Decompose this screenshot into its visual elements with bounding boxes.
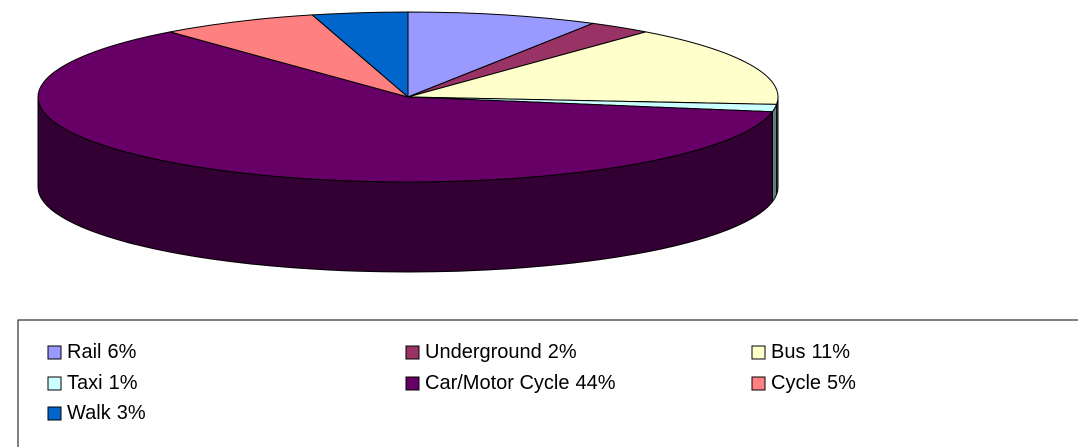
pie-slice — [407, 11, 595, 98]
pie-slice — [407, 31, 779, 105]
legend-value: 44% — [575, 372, 615, 394]
legend-label: Rail 6% — [67, 341, 137, 363]
pie-slice — [170, 14, 409, 98]
legend-label: Car/Motor Cycle 44% — [425, 372, 616, 394]
legend-value: 3% — [117, 402, 146, 424]
legend-swatch — [47, 406, 62, 421]
legend-swatch — [751, 376, 766, 391]
legend: Rail 6% Underground 2% Bus 11% Taxi 1% Car/Motor… — [47, 341, 856, 424]
legend-name: Walk — [67, 402, 112, 424]
legend-value: 6% — [107, 341, 136, 363]
legend-name: Cycle — [771, 372, 821, 394]
legend-swatch — [47, 376, 62, 391]
legend-swatch — [751, 345, 766, 360]
legend-swatch — [405, 345, 420, 360]
legend-name: Rail — [67, 341, 101, 363]
legend-name: Underground — [425, 341, 542, 363]
legend-name: Car/Motor Cycle — [425, 372, 569, 394]
legend-name: Taxi — [67, 372, 103, 394]
pie-side — [771, 104, 778, 204]
pie-slice — [37, 31, 774, 183]
legend-label: Taxi 1% — [67, 372, 138, 394]
legend-box — [17, 319, 1078, 447]
legend-swatch — [47, 345, 62, 360]
legend-label: Bus 11% — [771, 341, 850, 363]
legend-swatch — [405, 376, 420, 391]
legend-label: Walk 3% — [67, 402, 146, 424]
legend-value: 2% — [548, 341, 577, 363]
pie-slice — [310, 11, 409, 99]
legend-label: Cycle 5% — [771, 372, 856, 394]
pie — [37, 11, 779, 273]
legend-name: Bus — [771, 341, 805, 363]
legend-value: 11% — [811, 341, 850, 363]
legend-value: 5% — [827, 372, 856, 394]
legend-value: 1% — [109, 372, 138, 394]
legend-label: Underground 2% — [425, 341, 577, 363]
